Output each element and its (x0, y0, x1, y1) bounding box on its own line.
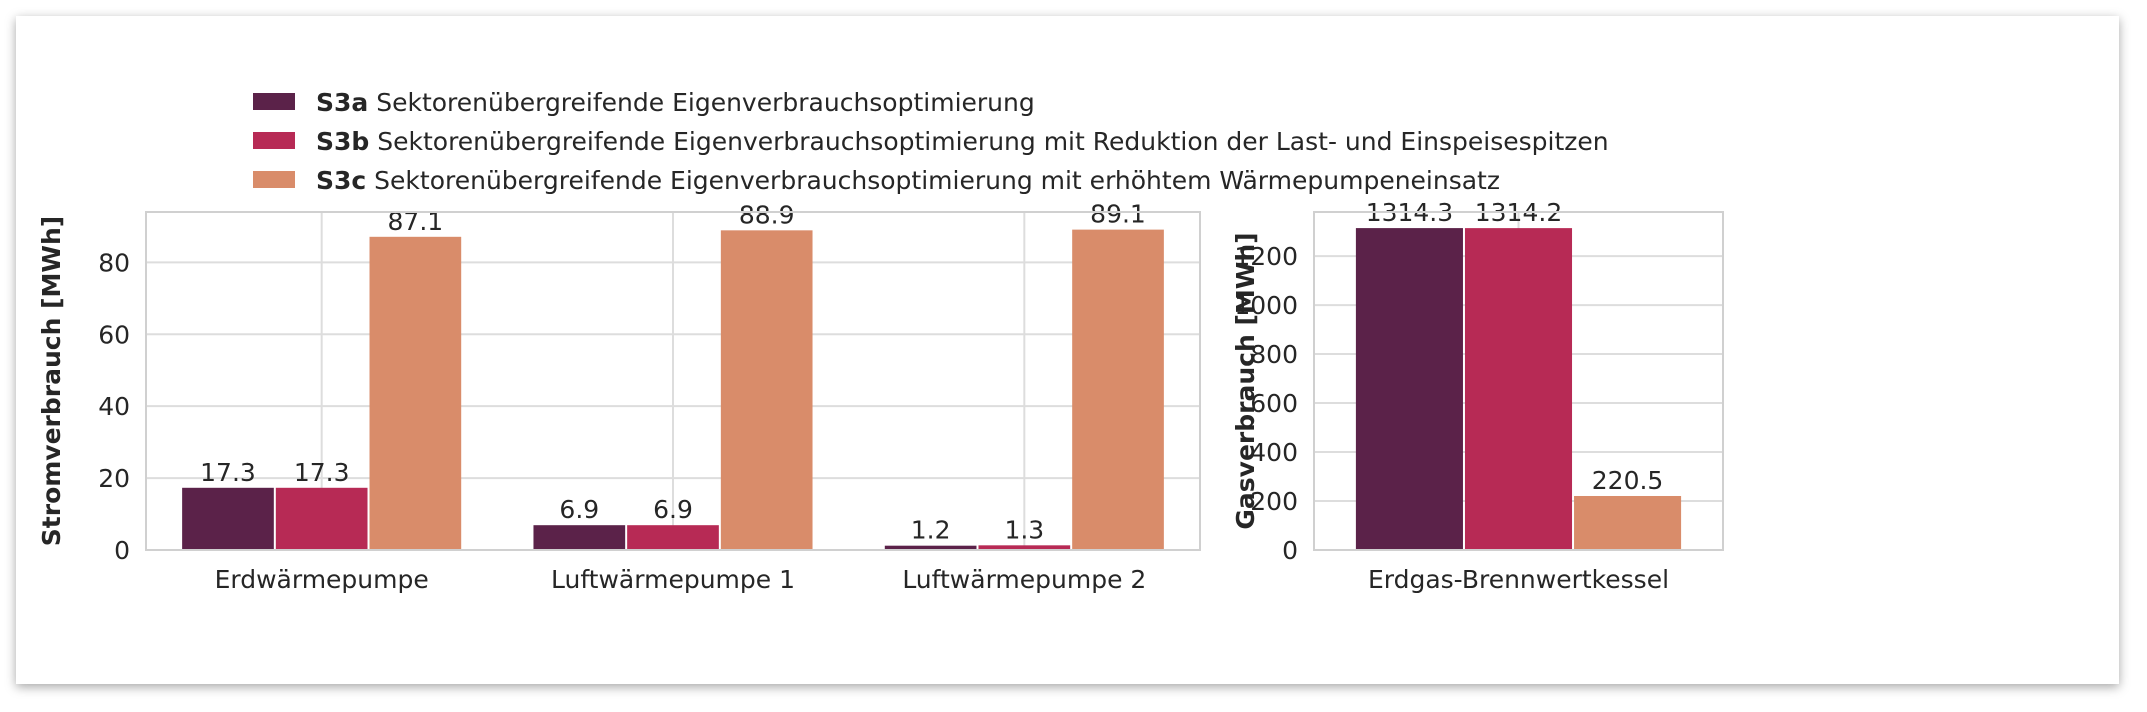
panel2-axes-frame (1313, 211, 1724, 551)
legend-series-name: S3c (316, 166, 366, 195)
panel2-bar-s3b[interactable] (1464, 228, 1573, 551)
chart-figure: S3a Sektorenübergreifende Eigenverbrauch… (37, 88, 1724, 594)
panel1-data-label: 17.3 (200, 458, 256, 487)
panel2-ytick-label: 200 (1250, 487, 1298, 516)
panel1-y-axis-label: Stromverbrauch [MWh] (37, 216, 66, 546)
panel1-data-label: 1.2 (911, 516, 951, 545)
legend-series-description: Sektorenübergreifende Eigenverbrauchsopt… (366, 166, 1500, 195)
panel1-bar-s3b[interactable] (275, 487, 368, 550)
panel1-data-label: 6.9 (653, 495, 693, 524)
panel1-data-label: 89.1 (1090, 200, 1146, 229)
panel1-data-label: 17.3 (294, 458, 350, 487)
legend-series-name: S3b (316, 127, 369, 156)
panel1-ytick-label: 40 (98, 392, 130, 421)
panel1-bar-s3b[interactable] (978, 545, 1071, 550)
panel1-data-label: 6.9 (559, 495, 599, 524)
panel1-ytick-label: 0 (114, 536, 130, 565)
legend-entry-s3b[interactable]: S3b Sektorenübergreifende Eigenverbrauch… (316, 127, 1609, 156)
panel1-bar-s3b[interactable] (627, 525, 719, 550)
panel2-data-label: 220.5 (1592, 466, 1664, 495)
legend-entry-s3c[interactable]: S3c Sektorenübergreifende Eigenverbrauch… (316, 166, 1500, 195)
panel1-ytick-label: 20 (98, 464, 130, 493)
panel2-ytick-label: 0 (1282, 536, 1298, 565)
panel1-xtick-label: Luftwärmepumpe 2 (902, 565, 1146, 594)
panel1-bar-s3a[interactable] (884, 545, 977, 550)
legend-series-description: Sektorenübergreifende Eigenverbrauchsopt… (369, 127, 1608, 156)
panel1-bar-s3c[interactable] (1072, 229, 1164, 551)
panel2-ytick-label: 600 (1250, 389, 1298, 418)
panel1-ytick-label: 60 (98, 320, 130, 349)
panel1-bar-s3a[interactable] (533, 525, 626, 550)
panel1-data-label: 1.3 (1004, 515, 1044, 544)
panel2-ytick-label: 800 (1250, 340, 1298, 369)
legend-swatch-s3a[interactable] (253, 93, 295, 110)
panel2-bar-s3c[interactable] (1574, 495, 1682, 550)
panel1-ytick-label: 80 (98, 248, 130, 277)
panel2-ytick-label: 1200 (1234, 242, 1298, 271)
legend-swatch-s3b[interactable] (253, 132, 295, 149)
legend-series-description: Sektorenübergreifende Eigenverbrauchsopt… (368, 88, 1034, 117)
panel2-ytick-label: 400 (1250, 438, 1298, 467)
panel2-bar-s3a[interactable] (1355, 228, 1463, 550)
panel1-axes-frame (145, 211, 1201, 551)
panel1-data-label: 88.9 (739, 200, 795, 229)
panel2-y-axis-label: Gasverbrauch [MWh] (1231, 232, 1260, 529)
panel1-xtick-label: Luftwärmepumpe 1 (551, 565, 795, 594)
panel2-xtick-label: Erdgas-Brennwertkessel (1368, 565, 1669, 594)
legend-swatch-s3c[interactable] (253, 171, 295, 188)
figure-card: S3a Sektorenübergreifende Eigenverbrauch… (16, 16, 2119, 684)
panel1-bar-s3a[interactable] (182, 487, 274, 550)
legend-series-name: S3a (316, 88, 368, 117)
panel1-bar-s3c[interactable] (720, 230, 813, 550)
legend-entry-s3a[interactable]: S3a Sektorenübergreifende Eigenverbrauch… (316, 88, 1035, 117)
panel1-xtick-label: Erdwärmepumpe (215, 565, 429, 594)
panel1-bar-s3c[interactable] (369, 236, 462, 550)
panel2-ytick-label: 1000 (1234, 291, 1298, 320)
